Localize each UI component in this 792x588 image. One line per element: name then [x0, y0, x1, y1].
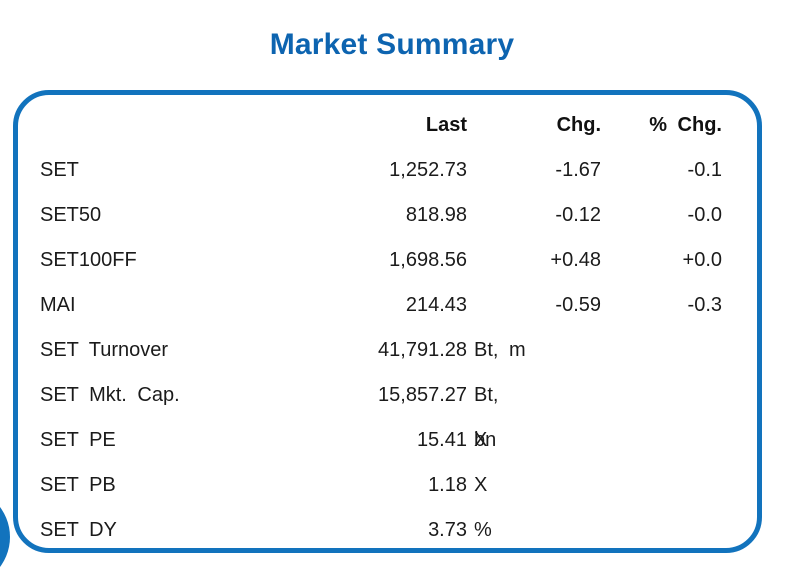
table-row: SET DY 3.73 %: [40, 508, 757, 553]
row-chg-value: -0.59: [555, 294, 601, 316]
row-label: SET Mkt. Cap.: [40, 384, 180, 406]
row-unit: [467, 238, 531, 283]
market-summary-card: Last Chg. % Chg. SET 1,252.73 -1.67 -0.1…: [13, 90, 762, 553]
row-label: MAI: [40, 294, 76, 316]
row-label: SET Turnover: [40, 339, 169, 361]
row-last-value: 818.98: [405, 204, 467, 226]
corner-circle-decoration: [0, 487, 10, 587]
row-label: SET50: [40, 204, 102, 226]
row-pct-value: -0.3: [687, 294, 722, 316]
row-unit: Bt, m: [474, 339, 526, 361]
header-unit-spacer: [467, 103, 531, 148]
table-row: SET Mkt. Cap. 15,857.27 Bt, bn: [40, 373, 757, 451]
table-row: SET PE 15.41 X: [40, 418, 757, 463]
table-row: SET 1,252.73 -1.67 -0.1: [40, 148, 757, 193]
row-pct-value: [601, 508, 722, 553]
row-last-value: 41,791.28: [378, 339, 467, 361]
row-last-value: 1,252.73: [389, 159, 467, 181]
header-spacer: [40, 103, 270, 148]
row-chg-value: +0.48: [550, 249, 601, 271]
row-last-value: 3.73: [428, 519, 467, 541]
row-chg-value: -0.12: [555, 204, 601, 226]
row-pct-value: [601, 463, 722, 508]
row-unit: [467, 148, 531, 193]
header-last: Last: [425, 114, 467, 136]
row-pct-value: [601, 328, 722, 373]
table-row: SET PB 1.18 X: [40, 463, 757, 508]
row-last-value: 214.43: [405, 294, 467, 316]
table-row: SET50 818.98 -0.12 -0.0: [40, 193, 757, 238]
row-unit: [467, 193, 531, 238]
table-header-row: Last Chg. % Chg.: [40, 103, 757, 148]
table-row: MAI 214.43 -0.59 -0.3: [40, 283, 757, 328]
row-unit: X: [474, 429, 488, 451]
row-chg-value: -1.67: [555, 159, 601, 181]
header-chg: Chg.: [556, 114, 601, 136]
table-row: SET100FF 1,698.56 +0.48 +0.0: [40, 238, 757, 283]
row-unit: %: [474, 519, 492, 541]
row-label: SET PB: [40, 474, 116, 496]
row-last-value: 15.41: [416, 429, 467, 451]
row-last-value: 1.18: [428, 474, 467, 496]
table-body: SET 1,252.73 -1.67 -0.1 SET50 818.98 -0.…: [40, 148, 757, 553]
row-chg-value: [531, 328, 601, 373]
row-unit: X: [474, 474, 488, 496]
table-row: SET Turnover 41,791.28 Bt, m: [40, 328, 757, 373]
row-label: SET PE: [40, 429, 116, 451]
page-title: Market Summary: [269, 28, 515, 61]
row-unit: [467, 283, 531, 328]
row-pct-value: +0.0: [682, 249, 722, 271]
row-last-value: 1,698.56: [389, 249, 467, 271]
header-pct-chg: % Chg.: [649, 114, 722, 136]
row-chg-value: [531, 418, 601, 463]
row-label: SET DY: [40, 519, 117, 541]
row-chg-value: [531, 463, 601, 508]
row-pct-value: -0.1: [687, 159, 722, 181]
row-pct-value: [601, 418, 722, 463]
row-last-value: 15,857.27: [378, 384, 467, 406]
row-chg-value: [531, 508, 601, 553]
row-label: SET: [40, 159, 79, 181]
row-label: SET100FF: [40, 249, 137, 271]
row-pct-value: -0.0: [687, 204, 722, 226]
row-unit: Bt, bn: [474, 384, 499, 451]
